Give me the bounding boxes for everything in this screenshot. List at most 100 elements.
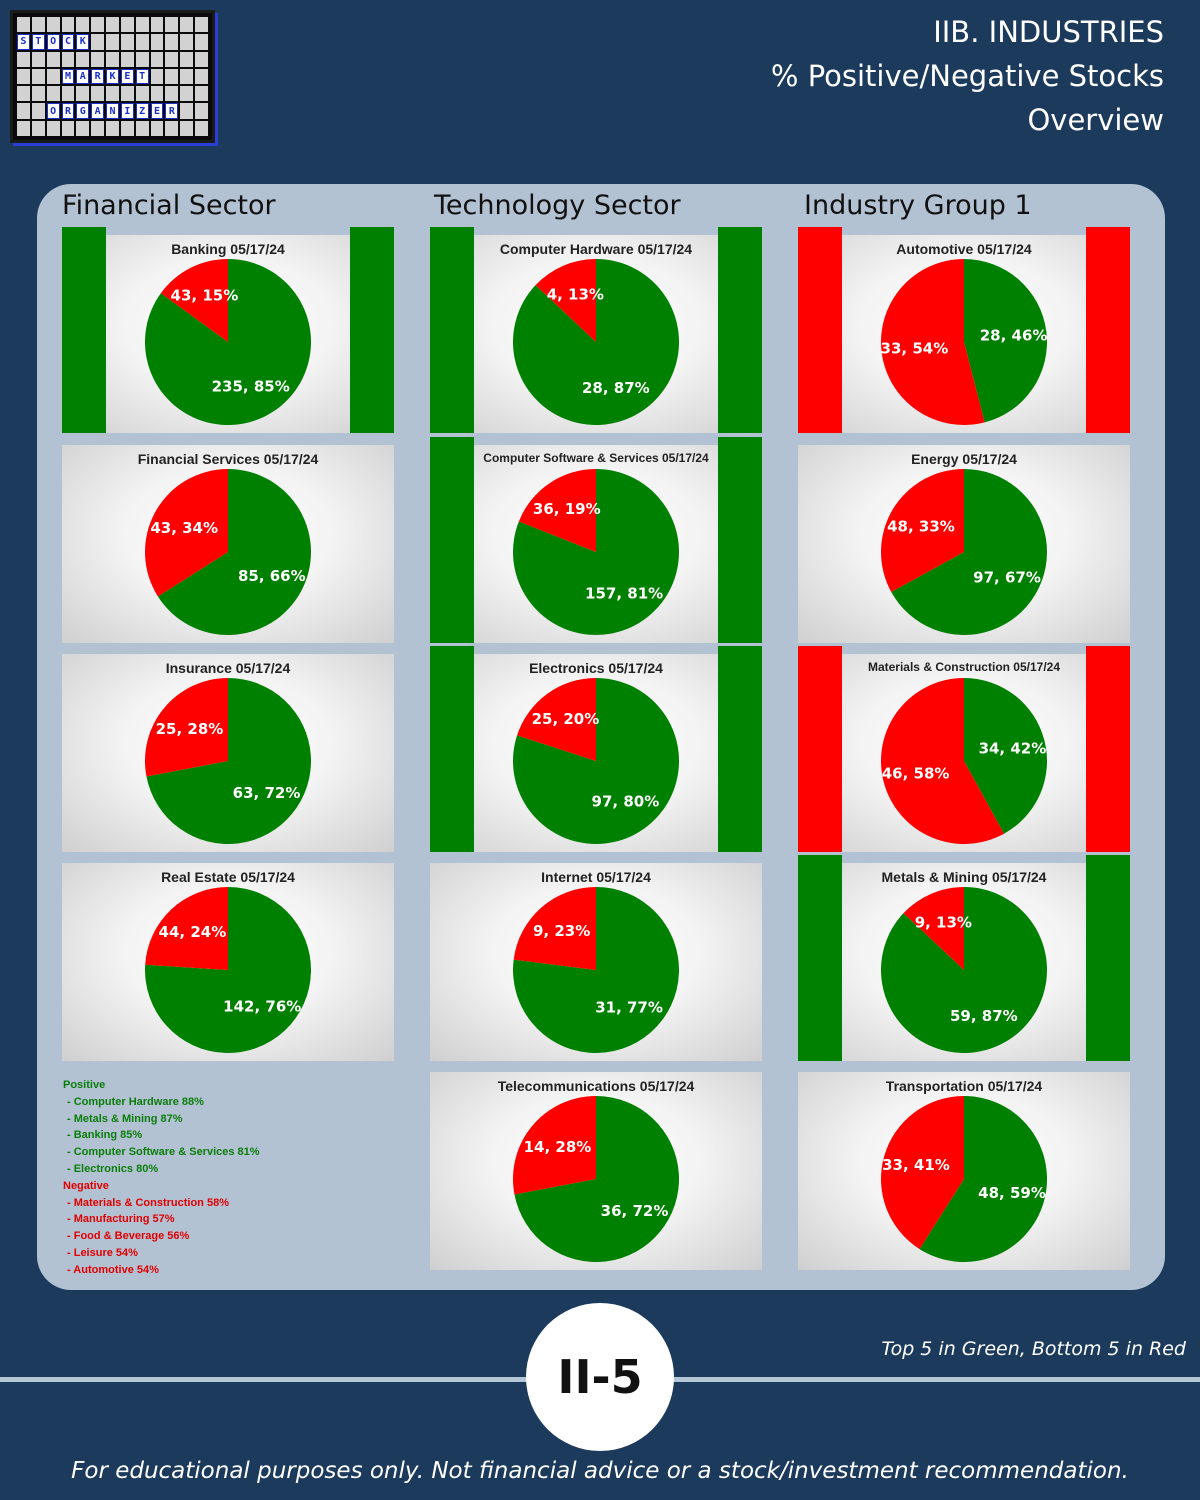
color-note: Top 5 in Green, Bottom 5 in Red: [881, 1338, 1186, 1360]
pie-data-label: 34, 42%: [979, 740, 1047, 758]
pie-slice-positive: [514, 1096, 679, 1262]
logo-cell: [76, 17, 90, 33]
column-title-financial: Financial Sector: [62, 190, 276, 221]
pie-slice-negative: [160, 259, 228, 342]
logo-cell: [150, 34, 164, 50]
logo-cell: [46, 86, 60, 102]
pie-data-label: 48, 33%: [887, 518, 955, 536]
logo-cell: [165, 120, 179, 136]
pie-slice-negative: [145, 887, 228, 970]
chart-title: Banking 05/17/24: [171, 241, 285, 257]
logo-cell: [120, 17, 134, 33]
pie-slice-positive: [919, 1096, 1047, 1262]
logo-cell: [165, 51, 179, 67]
logo-cell: [46, 68, 60, 85]
logo-cell: [150, 68, 164, 85]
logo-cell: [17, 51, 30, 67]
logo-cell: [195, 103, 208, 119]
logo-cell: R: [165, 103, 179, 119]
logo-cell: [91, 51, 105, 67]
logo-cell: [195, 68, 208, 85]
chart-title: Electronics 05/17/24: [529, 660, 663, 676]
logo-cell: [195, 86, 208, 102]
logo-cell: [106, 86, 119, 102]
logo-cell: A: [76, 68, 90, 85]
chart-title: Metals & Mining 05/17/24: [881, 869, 1047, 885]
highlight-bar-left: [430, 437, 474, 643]
legend-positive-item: - Electronics 80%: [67, 1162, 159, 1175]
logo-cell: [195, 51, 208, 67]
logo-cell: O: [46, 34, 60, 50]
pie-data-label: 31, 77%: [595, 999, 663, 1017]
chart-title: Financial Services 05/17/24: [137, 451, 319, 467]
top-bottom-legend: Positive - Computer Hardware 88% - Metals…: [63, 1077, 260, 1279]
pie-chart-card: Insurance 05/17/24 25, 28% 63, 72%: [62, 646, 394, 852]
highlight-bar-right: [1086, 646, 1130, 852]
pie-data-label: 9, 13%: [915, 913, 972, 931]
logo-cell: [135, 51, 149, 67]
highlight-bar-left: [798, 646, 842, 852]
pie-chart: 43, 15% 235, 85%: [145, 259, 311, 425]
legend-positive-list: - Computer Hardware 88% - Metals & Mining…: [63, 1094, 260, 1178]
logo-cell: [76, 120, 90, 136]
logo-cell: [31, 120, 45, 136]
pie-slice-negative: [903, 887, 964, 970]
logo-cell: [91, 17, 105, 33]
logo-cell: [150, 51, 164, 67]
logo-cell: O: [46, 103, 60, 119]
legend-negative-item: - Materials & Construction 58%: [67, 1196, 229, 1209]
pie-chart-card: Computer Software & Services 05/17/24 36,…: [430, 437, 762, 643]
highlight-bar-right: [1086, 855, 1130, 1061]
logo-cell: [31, 103, 45, 119]
chart-title: Computer Hardware 05/17/24: [499, 241, 693, 257]
logo-cell: [46, 17, 60, 33]
disclaimer: For educational purposes only. Not finan…: [71, 1458, 1129, 1484]
pie-slice-negative: [513, 887, 596, 970]
legend-positive-item: - Banking 85%: [67, 1129, 143, 1142]
pie-data-label: 142, 76%: [223, 997, 301, 1015]
pie-chart-card: Metals & Mining 05/17/24 9, 13% 59, 87%: [798, 855, 1130, 1061]
logo-cell: [135, 17, 149, 33]
pie-chart-card: Internet 05/17/24 9, 23% 31, 77%: [430, 855, 762, 1061]
logo-cell: [91, 34, 105, 50]
pie-chart: 25, 28% 63, 72%: [145, 678, 311, 844]
logo-cell: [17, 103, 30, 119]
logo-cell: [31, 86, 45, 102]
pie-data-label: 36, 19%: [533, 500, 601, 518]
page-title: IIB. INDUSTRIES: [933, 15, 1164, 49]
pie-chart: 9, 13% 59, 87%: [881, 887, 1047, 1053]
pie-slice-negative: [145, 469, 228, 597]
legend-negative-list: - Materials & Construction 58% - Manufact…: [63, 1195, 260, 1279]
highlight-bar-right: [718, 646, 762, 852]
chart-title: Computer Software & Services 05/17/24: [483, 451, 709, 465]
pie-chart: 33, 41% 48, 59%: [881, 1096, 1047, 1262]
highlight-bar-left: [430, 227, 474, 433]
logo-cell: [150, 86, 164, 102]
column-title-industry-group: Industry Group 1: [804, 190, 1032, 221]
legend-negative-title: Negative: [63, 1179, 109, 1192]
logo-cell: E: [150, 103, 164, 119]
logo-cell: [106, 17, 119, 33]
pie-chart: 46, 58% 34, 42%: [881, 678, 1047, 844]
chart-title: Internet 05/17/24: [541, 869, 651, 885]
pie-data-label: 63, 72%: [233, 784, 301, 802]
chart-title: Insurance 05/17/24: [165, 660, 291, 676]
pie-chart-card: Electronics 05/17/24 25, 20% 97, 80%: [430, 646, 762, 852]
legend-positive-item: - Computer Hardware 88%: [67, 1095, 204, 1108]
page-subtitle-2: Overview: [1027, 103, 1164, 137]
logo-cell: [61, 51, 75, 67]
logo-cell: [180, 34, 194, 50]
logo-cell: G: [76, 103, 90, 119]
page-badge: II-5: [526, 1303, 674, 1451]
pie-chart-card: Automotive 05/17/24 33, 54% 28, 46%: [798, 227, 1130, 433]
pie-chart-card: Materials & Construction 05/17/24 46, 58%…: [798, 646, 1130, 852]
pie-data-label: 85, 66%: [238, 567, 306, 585]
logo-cell: [180, 17, 194, 33]
pie-data-label: 4, 13%: [547, 285, 604, 303]
logo-cell: C: [61, 34, 75, 50]
logo-cell: [180, 51, 194, 67]
pie-data-label: 97, 67%: [973, 568, 1041, 586]
logo-cell: [31, 17, 45, 33]
logo-cell: [180, 68, 194, 85]
